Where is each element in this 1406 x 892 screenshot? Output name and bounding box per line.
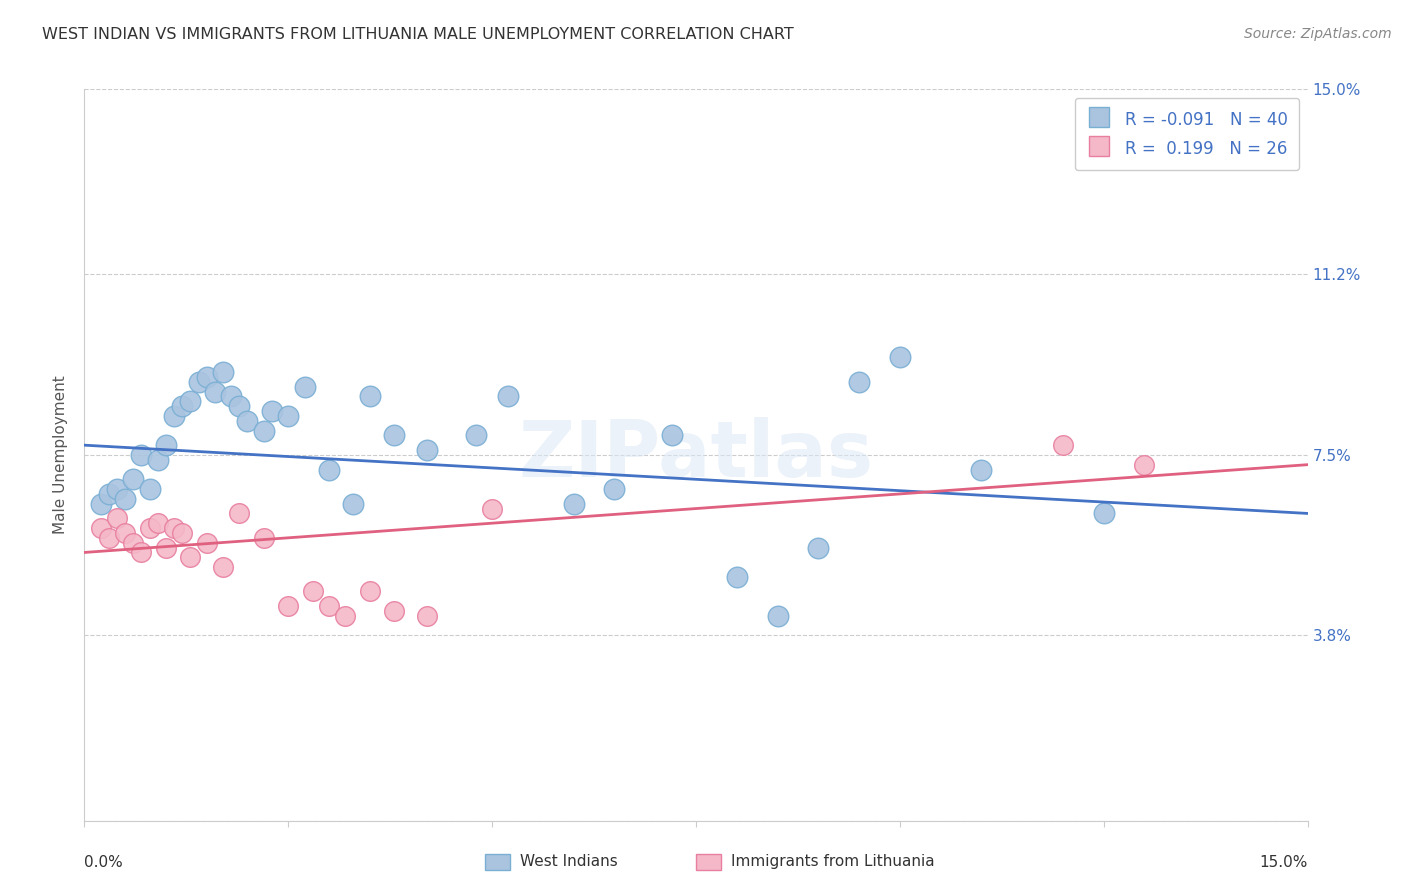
Point [481, 501, 503, 516]
Point [131, 448, 153, 462]
Point [318, 599, 340, 613]
Point [179, 394, 201, 409]
Point [187, 375, 209, 389]
Point [212, 365, 235, 379]
Point [212, 560, 235, 574]
Point [498, 389, 520, 403]
Point [105, 511, 128, 525]
Text: West Indians: West Indians [520, 855, 619, 869]
Point [179, 550, 201, 565]
Point [90, 497, 112, 511]
Point [122, 472, 145, 486]
Text: 0.0%: 0.0% [84, 855, 124, 870]
Point [603, 482, 626, 496]
Point [195, 535, 218, 549]
Point [416, 443, 439, 458]
Legend: R = -0.091   N = 40, R =  0.199   N = 26: R = -0.091 N = 40, R = 0.199 N = 26 [1074, 97, 1299, 169]
Point [253, 531, 276, 545]
Point [155, 438, 177, 452]
Point [90, 521, 112, 535]
Point [342, 497, 364, 511]
Point [114, 525, 136, 540]
Point [848, 375, 870, 389]
Point [204, 384, 226, 399]
Point [562, 497, 585, 511]
Point [97, 487, 120, 501]
Point [155, 541, 177, 555]
Point [172, 399, 194, 413]
Point [172, 525, 194, 540]
Point [318, 462, 340, 476]
Point [260, 404, 283, 418]
Point [146, 452, 169, 467]
Text: Source: ZipAtlas.com: Source: ZipAtlas.com [1244, 27, 1392, 41]
Point [970, 462, 993, 476]
Point [1052, 438, 1074, 452]
Point [889, 351, 911, 365]
Point [97, 531, 120, 545]
Point [163, 409, 186, 423]
Point [301, 584, 323, 599]
Point [807, 541, 830, 555]
Point [236, 414, 259, 428]
Y-axis label: Male Unemployment: Male Unemployment [53, 376, 69, 534]
Point [253, 424, 276, 438]
Text: 15.0%: 15.0% [1260, 855, 1308, 870]
Point [359, 584, 381, 599]
Point [219, 389, 242, 403]
Point [163, 521, 186, 535]
Point [382, 604, 405, 618]
Point [359, 389, 381, 403]
Point [464, 428, 486, 442]
Point [661, 428, 683, 442]
Point [114, 491, 136, 506]
Text: ZIPatlas: ZIPatlas [519, 417, 873, 493]
Point [277, 599, 299, 613]
Point [382, 428, 405, 442]
Point [725, 570, 748, 584]
Point [138, 482, 160, 496]
Point [1133, 458, 1156, 472]
Point [122, 535, 145, 549]
Point [105, 482, 128, 496]
Point [277, 409, 299, 423]
Point [131, 545, 153, 559]
Point [146, 516, 169, 531]
Point [228, 399, 250, 413]
Point [195, 370, 218, 384]
Point [294, 379, 316, 393]
Point [416, 608, 439, 623]
Point [228, 507, 250, 521]
Text: Immigrants from Lithuania: Immigrants from Lithuania [731, 855, 935, 869]
Point [766, 608, 789, 623]
Point [138, 521, 160, 535]
Text: WEST INDIAN VS IMMIGRANTS FROM LITHUANIA MALE UNEMPLOYMENT CORRELATION CHART: WEST INDIAN VS IMMIGRANTS FROM LITHUANIA… [42, 27, 794, 42]
Point [1092, 507, 1115, 521]
Point [335, 608, 357, 623]
